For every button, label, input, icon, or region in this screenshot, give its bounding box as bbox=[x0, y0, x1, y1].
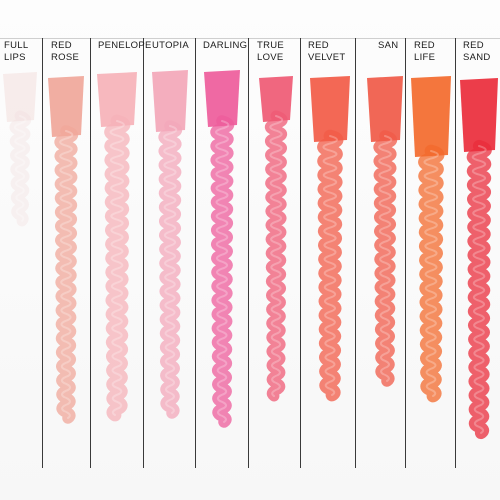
swatch-label: RED ROSE bbox=[51, 40, 80, 63]
column-divider bbox=[143, 38, 144, 468]
column-divider bbox=[195, 38, 196, 468]
swatch-stroke bbox=[367, 76, 403, 387]
swatch-label: UTOPIA bbox=[152, 40, 189, 51]
column-divider bbox=[248, 38, 249, 468]
swatch-label: SAN bbox=[378, 40, 399, 51]
swatch-label: RED LIFE bbox=[414, 40, 436, 63]
column-divider bbox=[90, 38, 91, 468]
swatch-stroke bbox=[3, 72, 37, 227]
swatch-stroke bbox=[460, 78, 498, 440]
swatch-stroke bbox=[152, 70, 188, 419]
swatch-stroke bbox=[259, 76, 293, 402]
swatch-label: RED VELVET bbox=[308, 40, 346, 63]
swatch-stroke bbox=[411, 76, 451, 403]
swatch-label: DARLING bbox=[203, 40, 248, 51]
swatch-label: PENELOPE bbox=[98, 40, 152, 51]
swatch-label: TRUE LOVE bbox=[257, 40, 285, 63]
column-divider bbox=[455, 38, 456, 468]
header-line bbox=[0, 38, 500, 39]
column-divider bbox=[355, 38, 356, 468]
swatch-stroke bbox=[97, 72, 137, 422]
column-divider bbox=[300, 38, 301, 468]
swatch-label: FULL LIPS bbox=[4, 40, 29, 63]
swatch-stroke bbox=[310, 76, 350, 402]
swatch-label: RED SAND bbox=[463, 40, 491, 63]
column-divider bbox=[405, 38, 406, 468]
swatch-stroke bbox=[48, 76, 84, 424]
column-divider bbox=[42, 38, 43, 468]
swatch-stroke bbox=[204, 70, 240, 428]
